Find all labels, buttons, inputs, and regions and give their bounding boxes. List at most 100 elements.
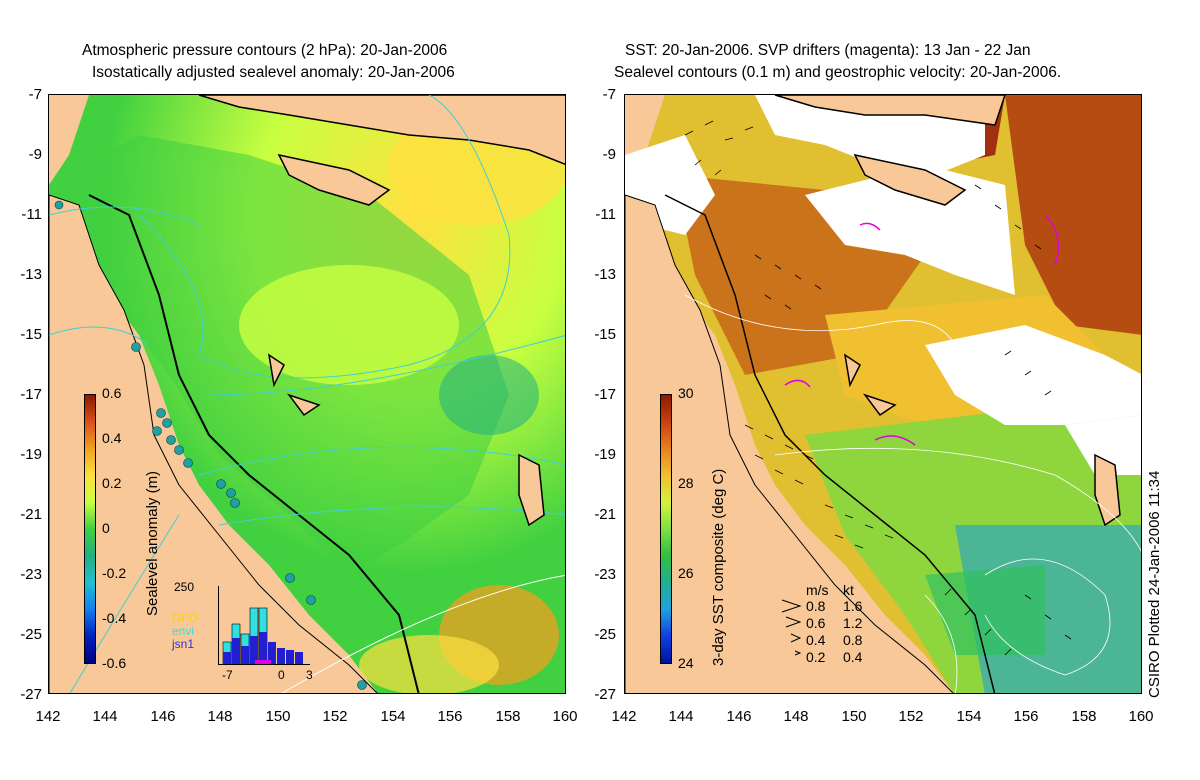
right-ytick: -21 (594, 506, 616, 523)
left-ytick: -11 (21, 206, 42, 223)
inset-legend-envi: envi (172, 624, 195, 638)
right-ytick: -13 (594, 266, 616, 283)
right-map[interactable] (624, 94, 1142, 694)
right-xtick: 150 (841, 708, 867, 725)
pressure-contour-1 (49, 206, 200, 226)
pressure-contour-8 (281, 574, 565, 693)
left-title-line1: Atmospheric pressure contours (2 hPa): 2… (82, 42, 448, 59)
inset-legend: GFO envi jsn1 (172, 612, 198, 651)
left-ytick: -13 (20, 266, 42, 283)
colorbar-tick-label: 26 (678, 565, 694, 581)
right-ytick: -19 (594, 446, 616, 463)
right-xtick: 160 (1128, 708, 1154, 725)
sst-colorbar-label: 3-day SST composite (deg C) (710, 468, 727, 666)
left-ytick: -23 (20, 566, 42, 583)
tide-gauge-stations (54, 200, 367, 690)
right-ytick: -11 (595, 206, 616, 223)
speed-legend-kt-value: 0.8 (843, 632, 863, 648)
colorbar-tick-label: -0.4 (102, 610, 127, 626)
left-xtick: 158 (495, 708, 521, 725)
sealevel-anomaly-map (49, 95, 565, 693)
new-guinea-land-right (774, 95, 1006, 126)
sealevel-colorbar (84, 394, 96, 664)
left-xtick: 160 (552, 708, 578, 725)
colorbar-tick-label: 28 (678, 475, 694, 491)
new-guinea-land (198, 95, 565, 166)
inset-ymax-label: 250 (174, 580, 195, 594)
left-ytick: -7 (28, 86, 42, 103)
australia-land (49, 194, 378, 693)
right-xtick: 154 (956, 708, 982, 725)
left-xtick: 150 (265, 708, 291, 725)
sealevel-contour (924, 594, 958, 693)
speed-legend-ms-value: 0.6 (806, 615, 826, 631)
inset-legend-jsn1: jsn1 (172, 637, 195, 651)
inset-x-axis (218, 664, 310, 665)
right-xtick: 158 (1071, 708, 1097, 725)
sealevel-colorbar-label: Sealevel anomaly (m) (144, 470, 161, 616)
altimeter-inset: 250 -7 0 3 (174, 580, 313, 682)
left-ytick: -9 (28, 146, 42, 163)
right-xtick: 152 (898, 708, 924, 725)
right-xtick: 142 (611, 708, 637, 725)
left-ytick: -25 (20, 626, 42, 643)
colorbar-tick-label: 24 (678, 655, 694, 671)
left-ytick: -21 (20, 506, 42, 523)
right-xtick: 148 (783, 708, 809, 725)
right-ytick: -23 (594, 566, 616, 583)
sealevel-contour (984, 558, 1111, 676)
colorbar-tick-label: -0.2 (102, 565, 127, 581)
left-xtick: 156 (437, 708, 463, 725)
speed-legend-kt-value: 1.2 (843, 615, 863, 631)
left-ytick: -27 (20, 686, 42, 703)
colorbar-tick-label: 0.6 (102, 385, 122, 401)
left-xtick: 144 (92, 708, 118, 725)
speed-legend-header-kt: kt (843, 582, 854, 598)
colorbar-tick-label: 0.2 (102, 475, 122, 491)
right-title-line1: SST: 20-Jan-2006. SVP drifters (magenta)… (625, 42, 1031, 59)
pressure-contour-6 (49, 326, 150, 346)
colorbar-tick-label: 0.4 (102, 430, 122, 446)
sealevel-contour (684, 294, 966, 376)
left-ytick: -19 (20, 446, 42, 463)
left-xtick: 154 (380, 708, 406, 725)
inset-y-axis (218, 586, 219, 664)
speed-legend-arrows (781, 599, 802, 656)
right-ytick: -17 (594, 386, 616, 403)
left-xtick: 146 (150, 708, 176, 725)
colorbar-tick-label: 0 (102, 520, 110, 536)
sst-colorbar (660, 394, 672, 664)
inset-xtick: 0 (278, 668, 285, 682)
geostrophic-velocity-vectors (684, 120, 1072, 656)
left-map[interactable] (48, 94, 566, 694)
pressure-contour-4 (198, 446, 565, 476)
pressure-contour-5 (218, 506, 565, 526)
speed-legend-ms-value: 0.8 (806, 598, 826, 614)
right-xtick: 144 (668, 708, 694, 725)
pressure-contour-3 (208, 335, 565, 396)
inset-legend-gfo: GFO (172, 611, 198, 625)
right-ytick: -7 (602, 86, 616, 103)
sst-map (625, 95, 1141, 693)
speed-legend-kt-value: 0.4 (843, 649, 863, 665)
left-xtick: 142 (35, 708, 61, 725)
inset-bars (222, 607, 303, 664)
colorbar-tick-label: 30 (678, 385, 694, 401)
right-xtick: 146 (726, 708, 752, 725)
right-xtick: 156 (1013, 708, 1039, 725)
right-ytick: -25 (594, 626, 616, 643)
speed-legend-header-ms: m/s (806, 582, 829, 598)
speed-legend-kt-value: 1.6 (843, 598, 863, 614)
inset-xtick: -7 (222, 668, 233, 682)
colorbar-tick-label: -0.6 (102, 655, 127, 671)
left-xtick: 148 (207, 708, 233, 725)
right-ytick: -15 (594, 326, 616, 343)
inset-xtick: 3 (306, 668, 313, 682)
left-title-line2: Isostatically adjusted sealevel anomaly:… (92, 64, 455, 81)
left-xtick: 152 (322, 708, 348, 725)
right-ytick: -9 (602, 146, 616, 163)
sealevel-contour (774, 447, 1141, 552)
australia-land-right (625, 194, 954, 693)
right-ytick: -27 (594, 686, 616, 703)
plot-credit: CSIRO Plotted 24-Jan-2006 11:34 (1146, 470, 1163, 698)
